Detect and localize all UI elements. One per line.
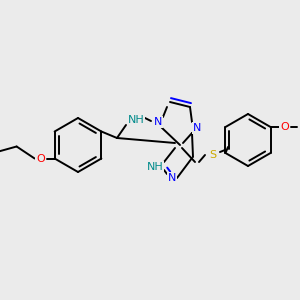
Text: N: N [168, 173, 176, 183]
Text: O: O [36, 154, 45, 164]
Text: NH: NH [147, 162, 164, 172]
Text: S: S [209, 150, 217, 160]
Text: NH: NH [128, 115, 144, 125]
Text: N: N [193, 123, 201, 133]
Text: N: N [154, 117, 162, 127]
Text: O: O [280, 122, 289, 132]
